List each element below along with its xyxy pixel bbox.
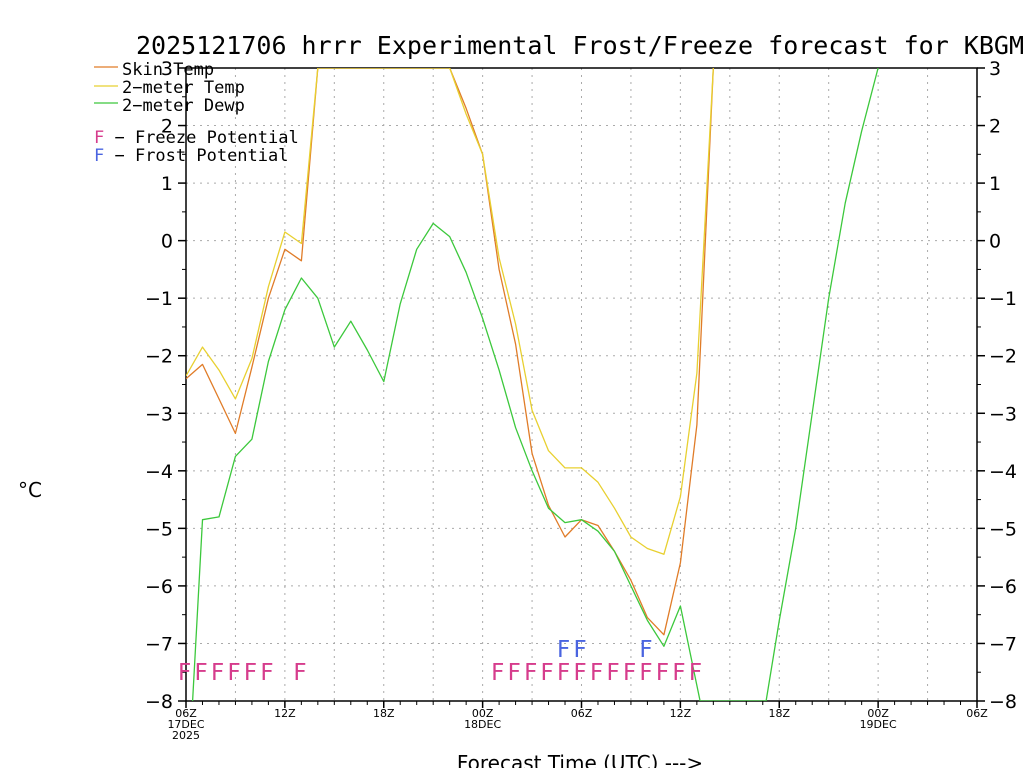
y-tick-label-left: −3 [145,403,173,425]
freeze-marker: F [557,660,570,686]
legend-freeze-text: − Freeze Potential [104,128,298,148]
legend-label-2m-dewp: 2−meter Dewp [122,96,245,116]
freeze-marker: F [524,660,537,686]
freeze-marker: F [606,660,619,686]
x-tick-label: 06Z [175,707,197,720]
freeze-marker: F [260,660,273,686]
legend-label-skin-temp: Skin Temp [122,60,214,80]
y-tick-label-left: −8 [145,691,173,713]
x-tick-label: 18Z [373,707,395,720]
y-tick-label-left: −1 [145,288,173,310]
y-tick-label-left: −5 [145,518,173,540]
y-tick-label-right: −6 [989,576,1017,598]
y-tick-label-left: 2 [161,116,173,138]
series-group [186,68,879,701]
freeze-marker: F [491,660,504,686]
y-tick-label-right: −8 [989,691,1017,713]
x-tick-label: 06Z [966,707,988,720]
series-line-2m-dewp [191,68,879,701]
freeze-marker: F [590,660,603,686]
y-tick-label-left: −7 [145,633,173,655]
legend-frost-symbol: F [94,146,104,166]
x-tick-label: 12Z [274,707,296,720]
legend-freeze-potential: F − Freeze Potential [94,128,299,148]
y-tick-label-left: 0 [161,231,173,253]
series-line-2m-temp [186,68,714,555]
legend-frost-text: − Frost Potential [104,146,288,166]
y-tick-label-right: −4 [989,461,1017,483]
y-tick-label-right: 3 [989,58,1001,80]
freeze-marker: F [178,660,191,686]
freeze-marker: F [508,660,521,686]
freeze-marker: F [293,660,306,686]
x-tick-label: 06Z [571,707,593,720]
chart-title: 2025121706 hrrr Experimental Frost/Freez… [136,31,1024,60]
y-tick-label-left: −6 [145,576,173,598]
y-axis-ticks: −8 −8 −7 −7 −6 −6 −5 −5 −4 −4 −3 −3 −2 −2 −1 −1 0 0 1 1 2 2 3 3 [145,58,1017,713]
y-tick-label-right: 0 [989,231,1001,253]
legend-freeze-symbol: F [94,128,104,148]
x-tick-label: 18DEC [464,718,501,731]
x-tick-label: 19DEC [860,718,897,731]
y-tick-label-left: −4 [145,461,173,483]
y-tick-label-right: 2 [989,116,1001,138]
x-axis-label: Forecast Time (UTC) ---> [457,751,703,768]
y-tick-label-right: −3 [989,403,1017,425]
y-axis-label: °C [18,478,42,502]
series-line-skin-temp [186,68,714,636]
x-tick-label: 2025 [172,729,200,742]
freeze-marker: F [574,660,587,686]
freeze-marker: F [639,660,652,686]
freeze-marker: F [194,660,207,686]
y-tick-label-right: 1 [989,173,1001,195]
freeze-marker: F [672,660,685,686]
y-tick-label-left: −2 [145,346,173,368]
y-tick-label-right: −1 [989,288,1017,310]
potential-markers: F F F F F F F F F F F F F F F F F F F FF F F [178,637,702,686]
y-tick-label-right: −7 [989,633,1017,655]
y-tick-label-right: −2 [989,346,1017,368]
legend-label-2m-temp: 2−meter Temp [122,78,245,98]
freeze-marker: F [211,660,224,686]
legend-frost-potential: F − Frost Potential [94,146,288,166]
x-tick-label: 00Z [867,707,889,720]
freeze-marker: F [541,660,554,686]
frost-marker: F [639,637,652,663]
freeze-marker: F [227,660,240,686]
freeze-marker: F [689,660,702,686]
gridlines [186,68,977,701]
legend: Skin Temp 2−meter Temp 2−meter Dewp F − … [94,60,299,166]
x-tick-label: 00Z [472,707,494,720]
frost-marker: F [574,637,587,663]
frost-marker: F [557,637,570,663]
x-tick-label: 12Z [670,707,692,720]
x-tick-label: 17DEC [167,718,204,731]
y-tick-label-right: −5 [989,518,1017,540]
y-tick-label-left: 1 [161,173,173,195]
freeze-marker: F [656,660,669,686]
freeze-marker: F [623,660,636,686]
x-tick-label: 18Z [768,707,790,720]
y-tick-label-left: 3 [161,58,173,80]
freeze-marker: F [244,660,257,686]
